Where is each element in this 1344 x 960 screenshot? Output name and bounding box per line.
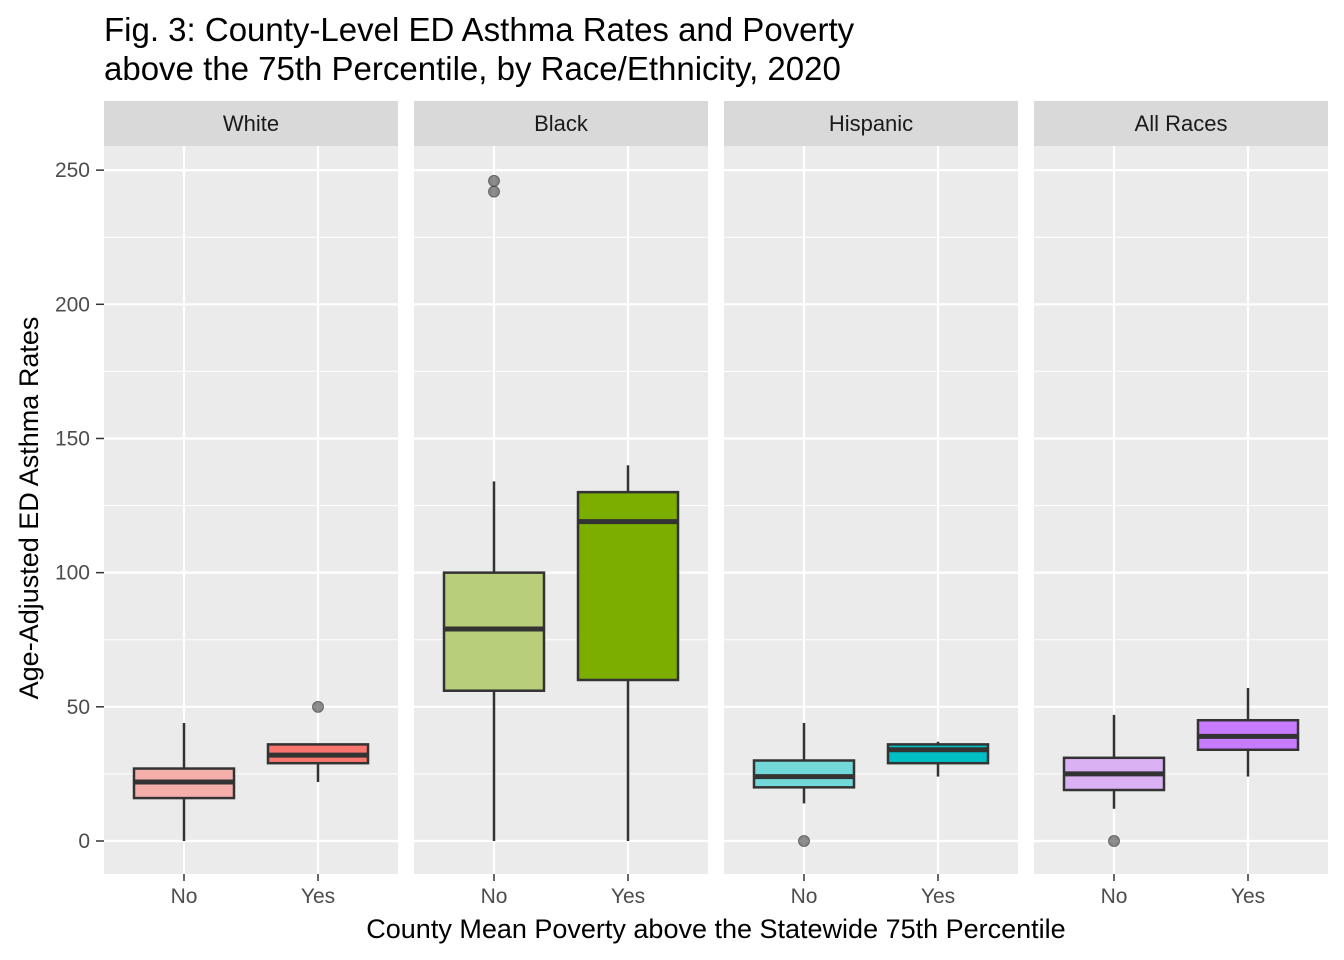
facet-strip-label: Hispanic [829,111,913,136]
box-no [442,174,546,841]
box-yes [576,465,680,841]
x-tick-label: No [481,885,508,908]
facet-black: Black No Yes [414,101,708,908]
box-no [1062,714,1166,847]
facet-white: White No Yes [104,101,398,908]
outlier-point [488,185,500,198]
x-tick-label: Yes [1231,885,1265,908]
facet-strip [724,101,1018,146]
facet-all-races: All Races No Yes [1034,101,1328,908]
box-body [442,571,546,692]
box-body [752,759,856,789]
facet-strip [414,101,708,146]
y-axis-title: Age-Adjusted ED Asthma Rates [14,317,44,700]
outlier-point [1108,835,1120,847]
x-tick-label: No [791,885,818,908]
box-no [132,722,236,841]
panel-background [1034,146,1328,874]
outlier-point [488,174,500,187]
outlier-point [798,835,810,847]
y-tick-label: 150 [55,427,90,450]
chart-title-line-2: above the 75th Percentile, by Race/Ethni… [104,50,841,87]
facet-strip-label: All Races [1135,111,1228,136]
facet-strip [1034,101,1328,146]
chart-title-line-1: Fig. 3: County-Level ED Asthma Rates and… [104,11,855,48]
facet-hispanic: Hispanic No Yes [724,101,1018,908]
box-yes [1196,688,1300,777]
x-tick-label: Yes [921,885,955,908]
box-no [752,722,856,847]
x-tick-label: No [171,885,198,908]
x-tick-label: Yes [611,885,645,908]
box-yes [886,741,990,777]
box-yes [266,700,370,782]
y-tick-label: 0 [78,830,90,853]
facet-strip-label: Black [534,111,589,136]
facet-strip [104,101,398,146]
y-tick-label: 250 [55,159,90,182]
facet-strip-label: White [223,111,279,136]
x-tick-label: Yes [301,885,335,908]
x-axis-title: County Mean Poverty above the Statewide … [366,914,1065,944]
x-tick-label: No [1101,885,1128,908]
box-body [886,743,990,765]
panel-background [104,146,398,874]
y-tick-label: 200 [55,293,90,316]
y-tick-label: 100 [55,562,90,585]
outlier-point [312,700,324,713]
y-tick-label: 50 [67,696,90,719]
